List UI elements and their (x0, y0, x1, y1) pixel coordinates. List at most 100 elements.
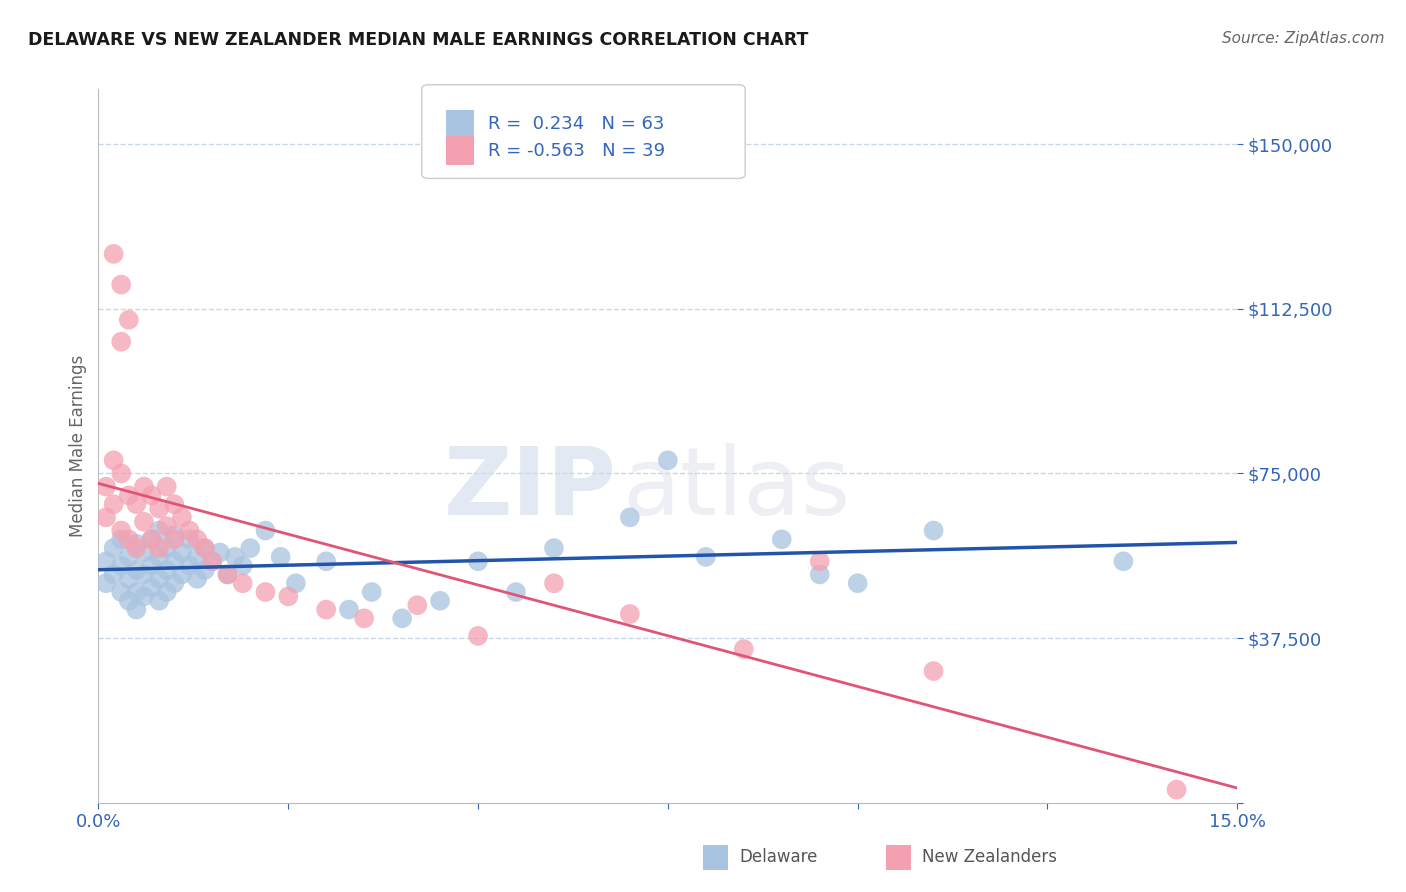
Point (467, 629, 489, 643)
Point (132, 515, 155, 529)
Point (224, 549, 246, 564)
Point (922, 664, 945, 678)
Point (141, 488, 163, 502)
Point (467, 554, 489, 568)
Point (201, 554, 224, 568)
Point (186, 572, 208, 586)
Point (148, 524, 170, 538)
Point (148, 572, 170, 586)
Point (277, 590, 299, 604)
Point (770, 533, 793, 547)
Point (125, 541, 148, 555)
Point (94, 510, 117, 524)
Text: Delaware: Delaware (740, 848, 818, 866)
Text: ZIP: ZIP (444, 442, 617, 535)
Point (103, 541, 125, 555)
Point (194, 541, 217, 555)
Point (141, 581, 163, 595)
Point (132, 590, 155, 604)
Point (429, 594, 451, 608)
Point (118, 533, 141, 547)
Point (94, 480, 117, 494)
Point (217, 567, 239, 582)
Point (186, 533, 208, 547)
Point (337, 602, 360, 616)
Point (284, 576, 307, 591)
Point (170, 510, 193, 524)
Text: R =  0.234   N = 63: R = 0.234 N = 63 (488, 115, 664, 133)
Point (1166, 782, 1188, 797)
Point (179, 524, 201, 538)
Point (254, 524, 277, 538)
Point (254, 585, 277, 599)
Point (118, 488, 141, 502)
Point (163, 533, 186, 547)
Point (315, 554, 337, 568)
Point (186, 549, 208, 564)
Point (141, 533, 163, 547)
Point (391, 611, 413, 625)
Point (132, 480, 155, 494)
Point (118, 549, 141, 564)
Point (148, 594, 170, 608)
Point (118, 312, 141, 326)
Point (733, 642, 755, 657)
Point (179, 533, 201, 547)
Text: atlas: atlas (623, 442, 851, 535)
Point (353, 611, 375, 625)
Point (808, 554, 831, 568)
Point (132, 567, 155, 582)
Point (1112, 554, 1135, 568)
Point (163, 554, 186, 568)
Text: New Zealanders: New Zealanders (922, 848, 1057, 866)
Point (619, 510, 641, 524)
Point (103, 497, 125, 511)
Point (505, 585, 527, 599)
Point (846, 576, 869, 591)
Text: Source: ZipAtlas.com: Source: ZipAtlas.com (1222, 31, 1385, 46)
Point (808, 567, 831, 582)
Point (110, 334, 132, 349)
Point (125, 563, 148, 577)
Point (110, 558, 132, 573)
Point (132, 545, 155, 559)
Point (201, 554, 224, 568)
Point (125, 497, 148, 511)
Point (110, 585, 132, 599)
Point (239, 541, 262, 555)
Point (118, 594, 141, 608)
Point (170, 567, 193, 582)
Point (94, 576, 117, 591)
Point (163, 497, 186, 511)
Point (110, 467, 132, 481)
Point (163, 528, 186, 542)
Point (156, 480, 179, 494)
Point (118, 572, 141, 586)
Point (208, 545, 231, 559)
Point (156, 519, 179, 533)
Point (543, 576, 565, 591)
Point (148, 549, 170, 564)
Point (170, 545, 193, 559)
Point (141, 558, 163, 573)
Point (315, 602, 337, 616)
Point (94, 554, 117, 568)
Point (619, 607, 641, 621)
Point (156, 541, 179, 555)
Point (125, 602, 148, 616)
Point (141, 533, 163, 547)
Point (148, 541, 170, 555)
Point (657, 453, 679, 467)
Point (406, 598, 429, 612)
Point (103, 247, 125, 261)
Point (163, 576, 186, 591)
Text: DELAWARE VS NEW ZEALANDER MEDIAN MALE EARNINGS CORRELATION CHART: DELAWARE VS NEW ZEALANDER MEDIAN MALE EA… (28, 31, 808, 49)
Point (270, 549, 292, 564)
Point (110, 524, 132, 538)
Y-axis label: Median Male Earnings: Median Male Earnings (69, 355, 87, 537)
Point (922, 524, 945, 538)
Point (232, 576, 254, 591)
Point (110, 533, 132, 547)
Point (217, 567, 239, 582)
Point (232, 558, 254, 573)
